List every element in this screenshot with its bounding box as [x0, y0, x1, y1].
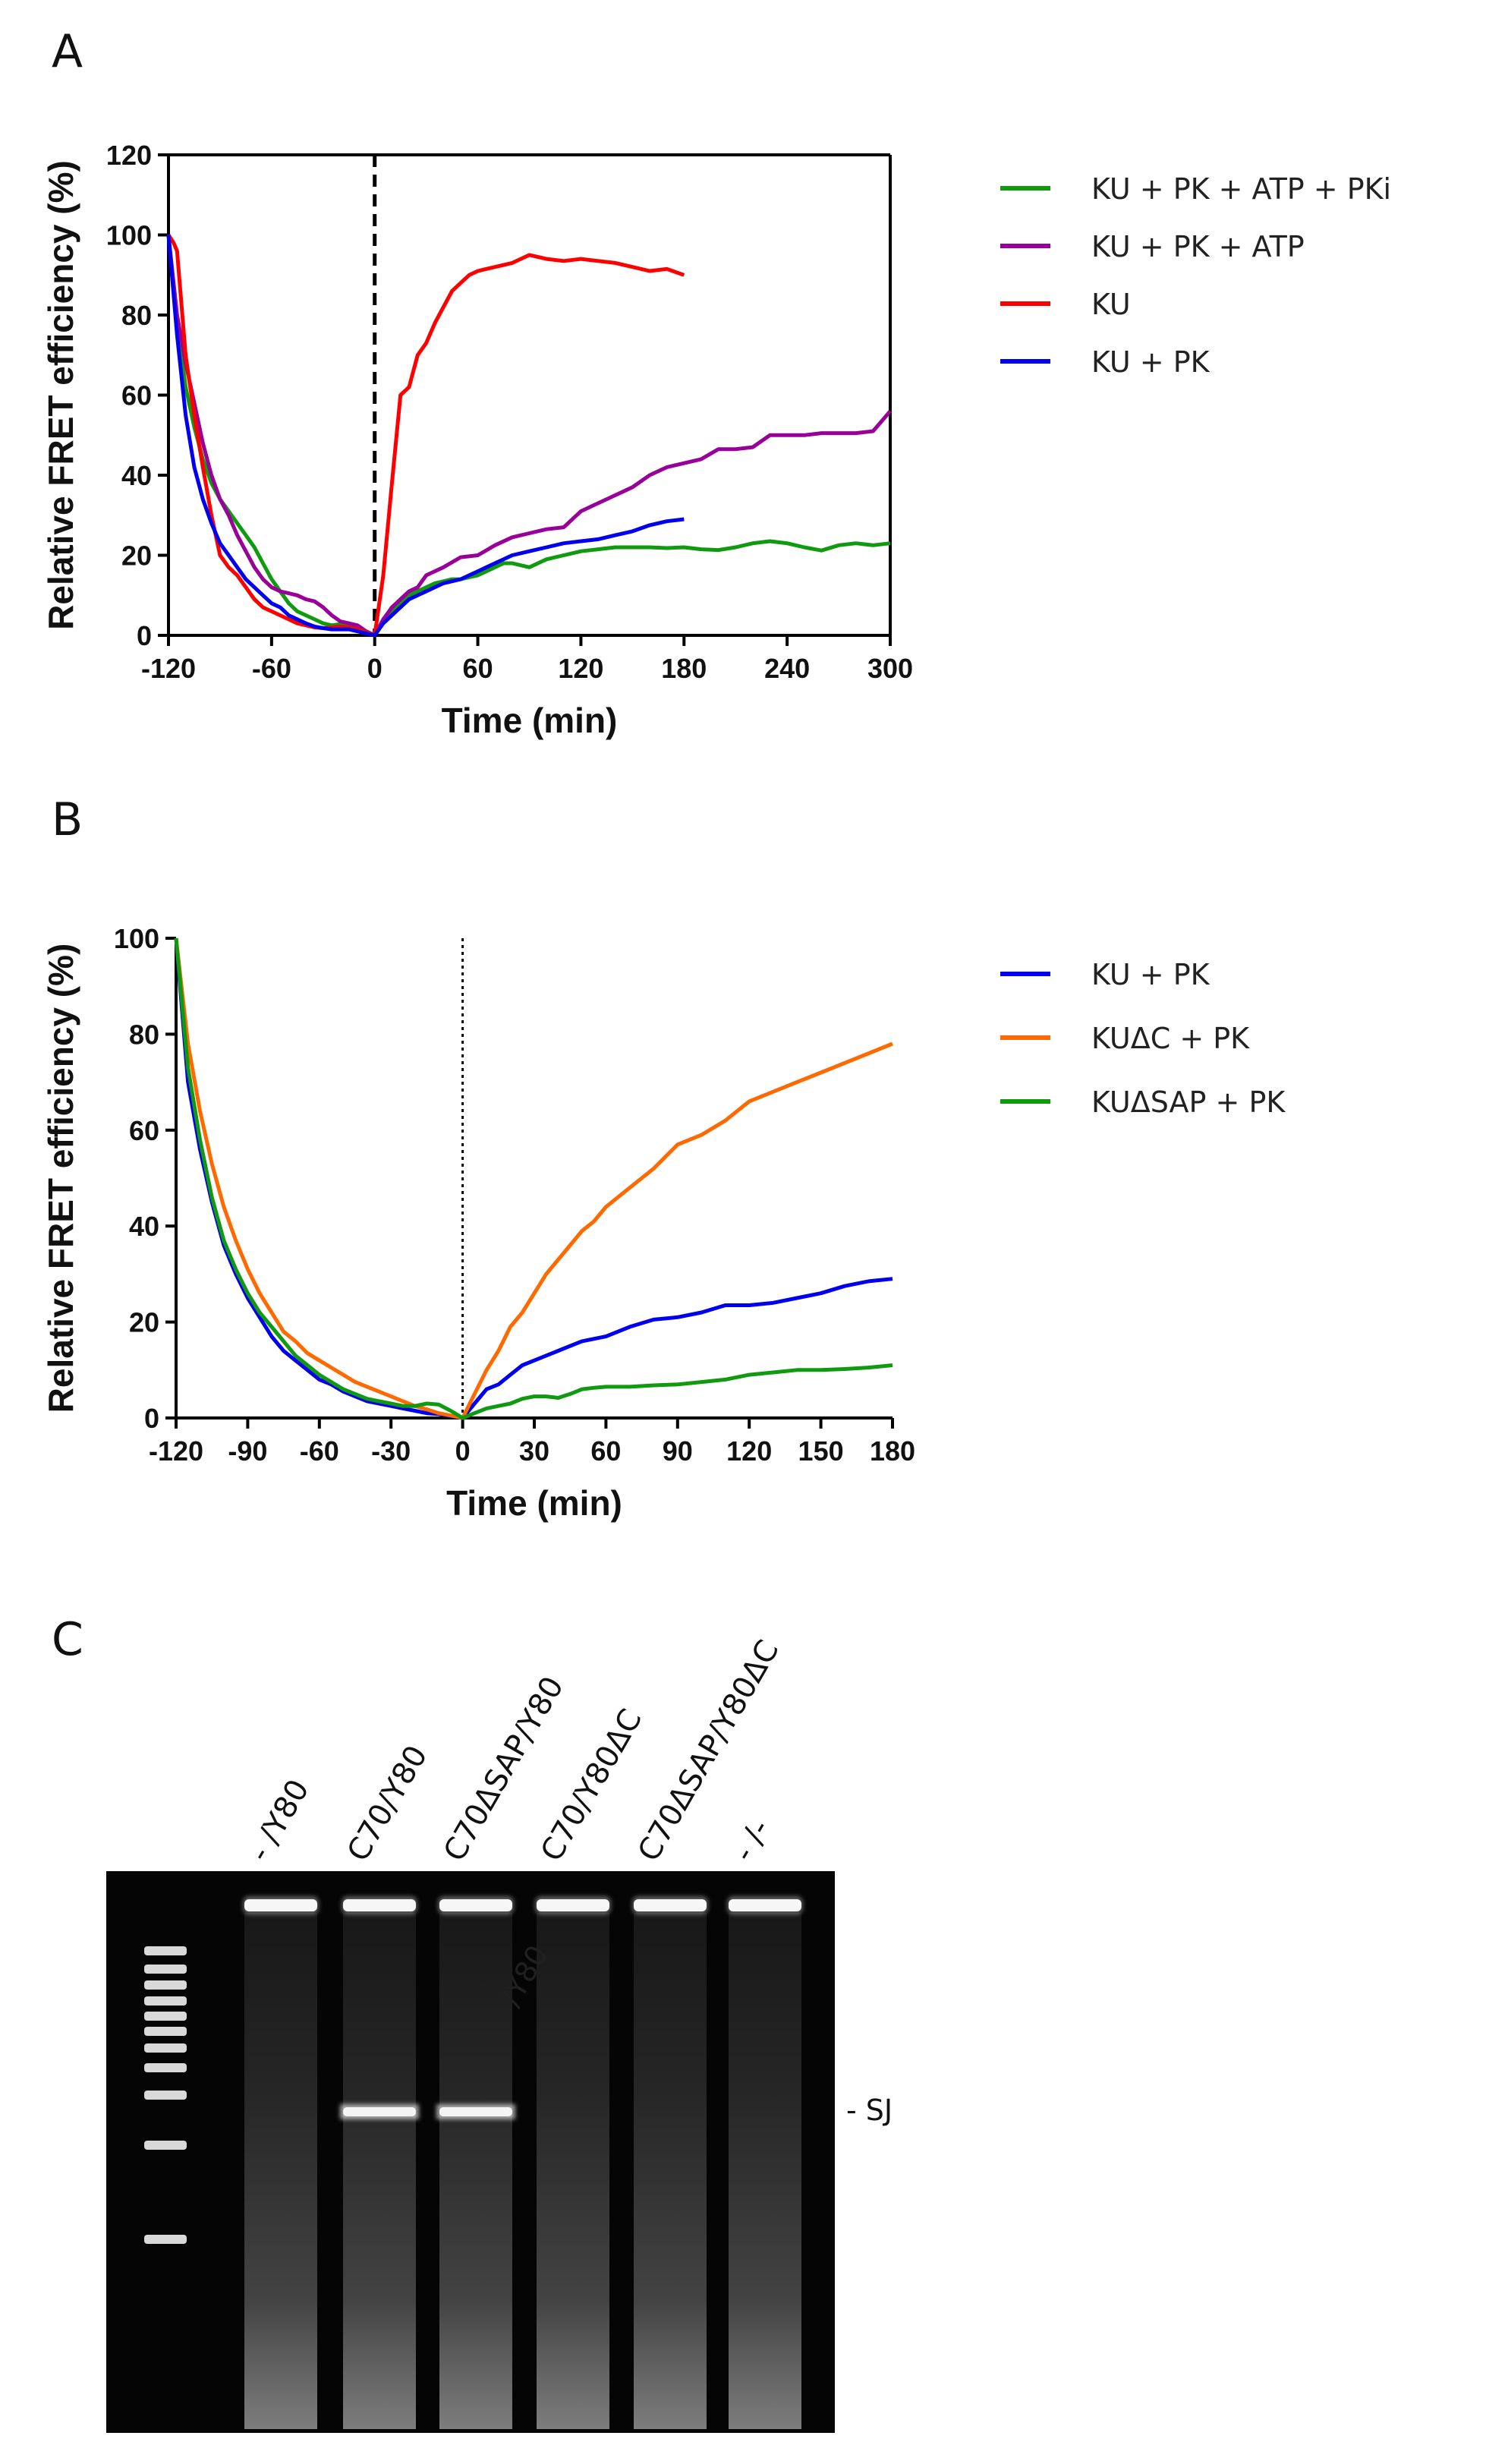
- series-line-2: [174, 937, 893, 1420]
- ladder-band: [144, 1965, 187, 1974]
- y-axis-title: Relative FRET efficiency (%): [41, 160, 80, 630]
- x-tick-label: 180: [661, 653, 707, 684]
- ladder-band: [144, 2141, 187, 2150]
- sj-band: [439, 2107, 512, 2116]
- x-tick-label: 60: [463, 653, 493, 684]
- well-glow: [438, 1896, 514, 1914]
- series-line-0: [174, 937, 893, 1420]
- series-line-1: [166, 235, 892, 638]
- lane-label-1: C70/Y80: [341, 1740, 435, 1867]
- legend-label-3: KU + PK: [1091, 345, 1211, 379]
- gel-lane: [439, 1913, 512, 2429]
- panel-label-c: C: [52, 1613, 83, 1666]
- lane-label-3: C70/Y80ΔC: [534, 1703, 649, 1867]
- sj-band-marker: - SJ: [846, 2094, 893, 2127]
- x-tick-label: 300: [867, 653, 913, 684]
- y-tick-label: 40: [129, 1211, 159, 1242]
- ladder-band: [144, 2235, 187, 2244]
- y-tick-label: 60: [121, 380, 152, 411]
- x-tick-label: 240: [764, 653, 810, 684]
- lane-label-5: - /-: [726, 1813, 777, 1867]
- y-tick-label: 120: [106, 140, 152, 171]
- y-tick-label: 0: [137, 620, 152, 651]
- ladder-band: [144, 1980, 187, 1990]
- well-glow: [727, 1896, 803, 1914]
- series-line-0: [166, 235, 891, 638]
- gel-lane: [244, 1913, 317, 2429]
- y-tick-label: 100: [114, 923, 159, 954]
- chart-a: 0 20 40 60 80 100 120 -120 -60 0 60 120 180 240 300 Tim…: [41, 140, 1391, 740]
- x-tick-label: -60: [252, 653, 291, 684]
- x-tick-label: 150: [798, 1435, 844, 1467]
- y-axis-title: Relative FRET efficiency (%): [41, 944, 80, 1413]
- legend-label-2: KU: [1091, 288, 1131, 321]
- sj-band: [343, 2107, 416, 2116]
- well-glow: [243, 1896, 319, 1914]
- x-tick-label: 0: [367, 653, 383, 684]
- gel-lane: [634, 1913, 707, 2429]
- y-tick-label: 0: [144, 1403, 159, 1434]
- gel-panel: - SJ - /Y80: [106, 1871, 893, 2433]
- well-glow: [342, 1896, 417, 1914]
- x-tick-label: 120: [726, 1435, 772, 1467]
- y-tick-label: 100: [106, 220, 152, 251]
- x-tick-label: -120: [141, 653, 196, 684]
- gel-lane: [729, 1913, 801, 2429]
- panel-label-b: B: [52, 793, 83, 846]
- gel-lane: [537, 1913, 609, 2429]
- ladder-band: [144, 2012, 187, 2021]
- x-tick-label: 180: [870, 1435, 915, 1467]
- x-tick-label: 30: [519, 1435, 549, 1467]
- x-axis-title: Time (min): [442, 701, 618, 740]
- y-tick-label: 80: [121, 300, 152, 331]
- x-tick-label: 120: [558, 653, 603, 684]
- legend-label-1: KU + PK + ATP: [1091, 230, 1305, 263]
- x-axis-title: Time (min): [446, 1483, 622, 1523]
- ladder-band: [144, 2027, 187, 2036]
- well-glow: [632, 1896, 708, 1914]
- x-tick-label: -30: [371, 1435, 411, 1467]
- ladder-band: [144, 2091, 187, 2100]
- x-tick-label: 60: [590, 1435, 621, 1467]
- ladder-band: [144, 2043, 187, 2053]
- x-tick-label: 90: [663, 1435, 693, 1467]
- chart-b: 0 20 40 60 80 100 -120 -90 -60 -30 0 30 60 90 120 150 18…: [41, 923, 1286, 1523]
- legend-label-1: KUΔC + PK: [1091, 1022, 1250, 1055]
- y-tick-label: 60: [129, 1115, 159, 1146]
- ladder-band: [144, 1996, 187, 2006]
- x-tick-label: -90: [228, 1435, 267, 1467]
- legend-label-0: KU + PK: [1091, 958, 1211, 991]
- y-tick-label: 40: [121, 460, 152, 491]
- legend-label-0: KU + PK + ATP + PKi: [1091, 172, 1391, 206]
- ladder-band: [144, 2063, 187, 2072]
- y-tick-label: 20: [121, 540, 152, 572]
- lane-label-0: - /Y80: [242, 1774, 316, 1867]
- y-tick-label: 20: [129, 1307, 159, 1338]
- x-tick-label: -120: [149, 1435, 203, 1467]
- series-line-1: [174, 937, 893, 1420]
- x-tick-label: 0: [455, 1435, 471, 1467]
- legend-label-2: KUΔSAP + PK: [1091, 1085, 1286, 1119]
- x-tick-label: -60: [300, 1435, 339, 1467]
- y-tick-label: 80: [129, 1019, 159, 1050]
- panel-label-a: A: [52, 25, 83, 78]
- series-line-3: [166, 235, 685, 638]
- gel-lane: [343, 1913, 416, 2429]
- ladder-band: [144, 1946, 187, 1955]
- well-glow: [535, 1896, 611, 1914]
